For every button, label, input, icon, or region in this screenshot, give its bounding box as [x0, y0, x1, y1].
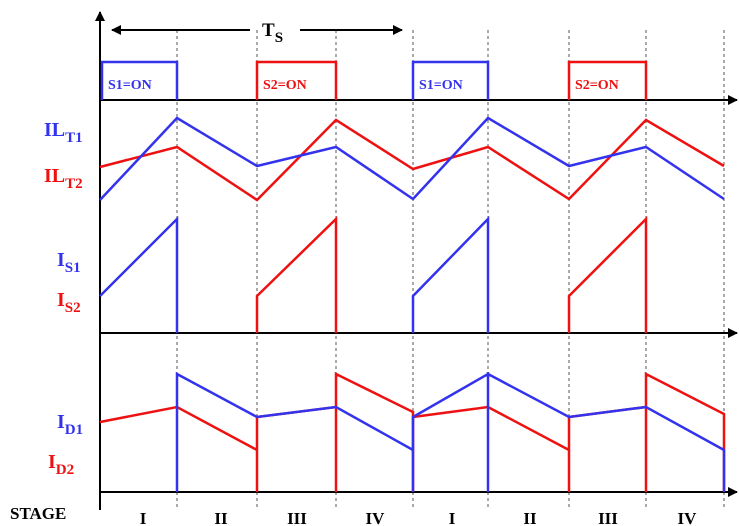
- s1-on-label-2: S1=ON: [419, 78, 463, 93]
- switch-currents: [99, 215, 648, 333]
- stage-label-7: III: [598, 509, 618, 526]
- is2-label: IS2: [57, 289, 81, 316]
- is1-waveform-2: [411, 215, 490, 333]
- s2-on-label-1: S2=ON: [263, 78, 307, 93]
- axes: [95, 11, 738, 510]
- stage-label-2: II: [214, 509, 228, 526]
- stage-label-3: III: [287, 509, 307, 526]
- signal-labels: ILT1 ILT2 IS1 IS2 ID1 ID2: [44, 119, 83, 478]
- stage-label-6: II: [523, 509, 537, 526]
- diode-currents: [99, 371, 726, 492]
- stage-label-5: I: [449, 509, 456, 526]
- is1-waveform-1: [99, 215, 179, 333]
- ilt1-label: ILT1: [44, 119, 83, 146]
- id2-waveform: [99, 371, 726, 492]
- id2-label: ID2: [48, 451, 74, 478]
- period-label: TS: [262, 20, 283, 46]
- stage-dividers: [176, 30, 725, 510]
- s1-gate-pulse-2: [411, 60, 490, 100]
- stage-label-8: IV: [678, 509, 698, 526]
- is1-label: IS1: [57, 249, 81, 276]
- inductor-currents: [99, 116, 725, 202]
- stage-label-1: I: [140, 509, 147, 526]
- ilt2-label: ILT2: [44, 165, 83, 192]
- stage-title: STAGE: [10, 504, 66, 523]
- ilt1-waveform: [99, 116, 725, 201]
- stage-labels: STAGE I II III IV I II III IV: [10, 504, 697, 526]
- s2-gate-pulse-2: [567, 60, 648, 100]
- gate-pulses: [100, 60, 648, 100]
- period-marker: TS: [111, 20, 403, 46]
- id1-waveform: [175, 371, 726, 492]
- stage-label-4: IV: [366, 509, 386, 526]
- is2-waveform-2: [567, 215, 648, 333]
- s1-on-label-1: S1=ON: [108, 78, 152, 93]
- s1-gate-pulse-1: [100, 60, 179, 100]
- is2-waveform-1: [255, 216, 338, 333]
- id1-label: ID1: [57, 411, 83, 438]
- s2-on-label-2: S2=ON: [575, 78, 619, 93]
- gate-labels: S1=ON S2=ON S1=ON S2=ON: [108, 78, 619, 93]
- ilt2-waveform: [99, 118, 725, 202]
- s2-gate-pulse-1: [255, 60, 338, 100]
